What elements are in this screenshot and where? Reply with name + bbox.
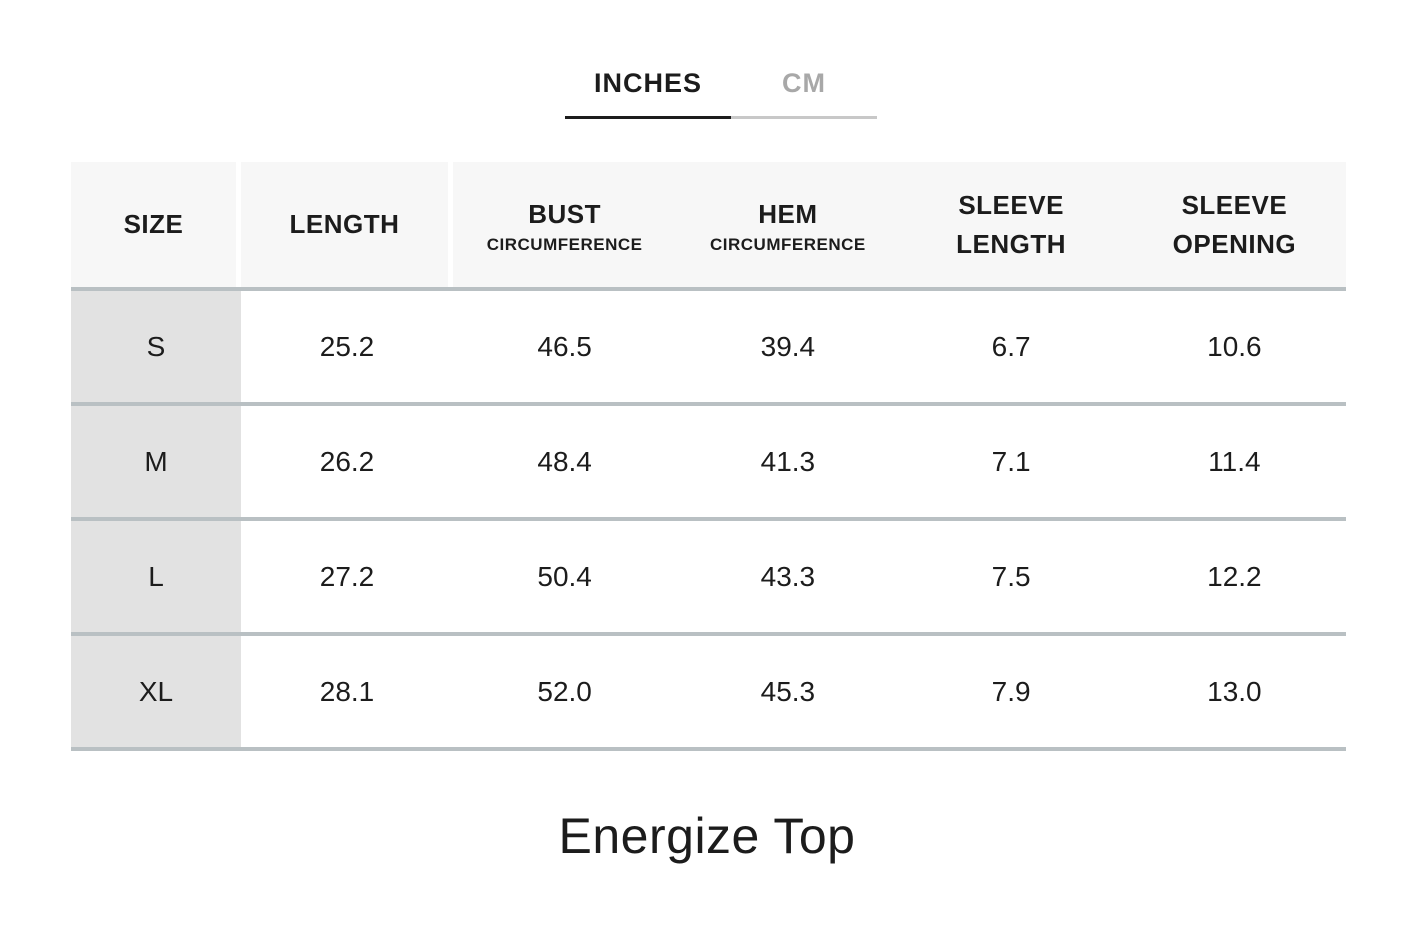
column-label: LENGTH bbox=[289, 209, 400, 239]
unit-tabs: INCHES CM bbox=[565, 66, 877, 119]
size-cell: XL bbox=[71, 636, 241, 747]
column-header-hem-circumference: HEM CIRCUMFERENCE bbox=[676, 162, 900, 287]
size-chart-page: INCHES CM SIZE LENGTH BUST CIRCUMFERENCE… bbox=[0, 66, 1414, 865]
value-cell-sleeve-length: 7.1 bbox=[899, 406, 1123, 517]
value-cell-length: 26.2 bbox=[241, 406, 453, 517]
column-sublabel: CIRCUMFERENCE bbox=[486, 234, 643, 254]
column-header-size: SIZE bbox=[71, 162, 241, 287]
value-cell-sleeve-opening: 10.6 bbox=[1122, 291, 1346, 402]
table-header: SIZE LENGTH BUST CIRCUMFERENCE HEM CIRCU… bbox=[71, 162, 1346, 291]
table-row-m: M 26.2 48.4 41.3 7.1 11.4 bbox=[71, 406, 1346, 521]
value-cell-bust: 46.5 bbox=[453, 291, 677, 402]
table-row-s: S 25.2 46.5 39.4 6.7 10.6 bbox=[71, 291, 1346, 406]
value-cell-bust: 48.4 bbox=[453, 406, 677, 517]
column-header-sleeve-length: SLEEVE LENGTH bbox=[899, 162, 1123, 287]
table-row-xl: XL 28.1 52.0 45.3 7.9 13.0 bbox=[71, 636, 1346, 751]
column-label: HEM bbox=[758, 198, 818, 229]
column-label: SIZE bbox=[123, 209, 184, 239]
value-cell-sleeve-opening: 12.2 bbox=[1122, 521, 1346, 632]
column-label: SLEEVE OPENING bbox=[1172, 189, 1297, 259]
product-title: Energize Top bbox=[558, 808, 856, 864]
value-cell-hem: 43.3 bbox=[676, 521, 900, 632]
size-cell: L bbox=[71, 521, 241, 632]
size-table: SIZE LENGTH BUST CIRCUMFERENCE HEM CIRCU… bbox=[71, 162, 1346, 751]
column-header-bust-circumference: BUST CIRCUMFERENCE bbox=[453, 162, 677, 287]
value-cell-hem: 41.3 bbox=[676, 406, 900, 517]
size-cell: M bbox=[71, 406, 241, 517]
value-cell-bust: 50.4 bbox=[453, 521, 677, 632]
value-cell-sleeve-length: 7.9 bbox=[899, 636, 1123, 747]
table-row-l: L 27.2 50.4 43.3 7.5 12.2 bbox=[71, 521, 1346, 636]
column-label: BUST bbox=[528, 198, 602, 229]
value-cell-bust: 52.0 bbox=[453, 636, 677, 747]
value-cell-sleeve-length: 7.5 bbox=[899, 521, 1123, 632]
column-label: SLEEVE LENGTH bbox=[956, 189, 1067, 259]
tab-cm[interactable]: CM bbox=[731, 66, 877, 119]
size-cell: S bbox=[71, 291, 241, 402]
value-cell-length: 25.2 bbox=[241, 291, 453, 402]
column-sublabel: CIRCUMFERENCE bbox=[710, 234, 866, 254]
value-cell-sleeve-opening: 11.4 bbox=[1122, 406, 1346, 517]
tab-inches[interactable]: INCHES bbox=[565, 66, 731, 119]
value-cell-sleeve-length: 6.7 bbox=[899, 291, 1123, 402]
column-header-sleeve-opening: SLEEVE OPENING bbox=[1122, 162, 1346, 287]
column-header-length: LENGTH bbox=[241, 162, 453, 287]
value-cell-hem: 45.3 bbox=[676, 636, 900, 747]
value-cell-length: 27.2 bbox=[241, 521, 453, 632]
value-cell-length: 28.1 bbox=[241, 636, 453, 747]
value-cell-sleeve-opening: 13.0 bbox=[1122, 636, 1346, 747]
value-cell-hem: 39.4 bbox=[676, 291, 900, 402]
